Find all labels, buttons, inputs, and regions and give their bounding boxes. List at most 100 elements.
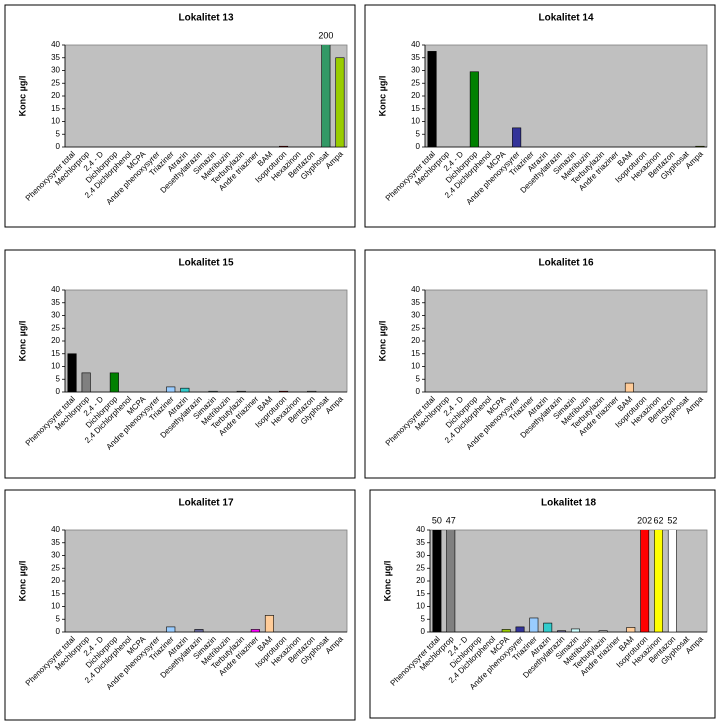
- y-axis-label: Konc µg/l: [17, 561, 27, 602]
- y-tick-label: 20: [51, 91, 60, 100]
- bar: [194, 629, 204, 632]
- y-tick-label: 35: [51, 538, 60, 547]
- bar: [512, 127, 522, 147]
- y-tick-label: 15: [416, 589, 425, 598]
- bar: [667, 530, 677, 632]
- bar: [469, 71, 479, 147]
- y-axis-label: Konc µg/l: [17, 321, 27, 362]
- y-tick-label: 0: [56, 387, 61, 396]
- y-tick-label: 25: [51, 78, 60, 87]
- y-tick-label: 30: [416, 551, 425, 560]
- y-tick-label: 30: [51, 66, 60, 75]
- bar: [626, 627, 636, 632]
- chart-title: Lokalitet 18: [541, 498, 596, 509]
- bar: [109, 372, 119, 392]
- value-label: 47: [446, 515, 456, 525]
- value-label: 50: [432, 515, 442, 525]
- bar: [598, 630, 608, 632]
- bar: [180, 387, 190, 392]
- y-tick-label: 40: [416, 525, 425, 534]
- y-tick-label: 0: [416, 142, 421, 151]
- chart-title: Lokalitet 15: [178, 258, 233, 269]
- y-tick-label: 5: [416, 129, 421, 138]
- plot-area: [64, 44, 348, 148]
- bars: [624, 382, 634, 392]
- bar: [640, 530, 650, 632]
- value-label: 200: [318, 30, 333, 40]
- y-tick-label: 35: [51, 53, 60, 62]
- bar: [166, 386, 176, 392]
- bar: [515, 626, 525, 632]
- y-tick-label: 0: [416, 387, 421, 396]
- y-tick-label: 20: [51, 576, 60, 585]
- y-axis-label: Konc µg/l: [382, 561, 392, 602]
- plot-area: [429, 529, 708, 633]
- y-tick-label: 10: [411, 117, 420, 126]
- y-tick-label: 25: [51, 563, 60, 572]
- y-tick-label: 35: [411, 53, 420, 62]
- value-label: 202: [637, 515, 652, 525]
- bar: [67, 353, 77, 392]
- y-tick-label: 0: [56, 142, 61, 151]
- y-tick-label: 30: [51, 311, 60, 320]
- y-tick-label: 40: [51, 40, 60, 49]
- y-tick-label: 40: [411, 285, 420, 294]
- bar: [321, 45, 331, 147]
- y-tick-label: 35: [416, 538, 425, 547]
- y-tick-label: 40: [51, 285, 60, 294]
- y-tick-label: 5: [416, 374, 421, 383]
- value-label: 52: [667, 515, 677, 525]
- bar: [501, 629, 511, 632]
- y-tick-label: 10: [51, 117, 60, 126]
- y-axis-label: Konc µg/l: [17, 76, 27, 117]
- bar: [208, 390, 218, 392]
- bars: [67, 353, 317, 392]
- plot-area: [64, 529, 348, 633]
- bars: [427, 51, 705, 147]
- y-tick-label: 20: [416, 576, 425, 585]
- bar: [570, 628, 580, 632]
- y-tick-label: 25: [416, 563, 425, 572]
- bar: [81, 372, 91, 392]
- bar: [624, 382, 634, 392]
- bars: [432, 530, 677, 632]
- y-tick-label: 10: [416, 602, 425, 611]
- y-tick-label: 15: [51, 349, 60, 358]
- chart-title: Lokalitet 14: [538, 13, 593, 24]
- y-axis-label: Konc µg/l: [377, 76, 387, 117]
- bar: [264, 615, 274, 632]
- y-tick-label: 15: [411, 349, 420, 358]
- y-tick-label: 10: [411, 362, 420, 371]
- y-tick-label: 10: [51, 602, 60, 611]
- bar: [279, 390, 289, 392]
- bars: [166, 615, 274, 632]
- y-tick-label: 5: [56, 374, 61, 383]
- y-tick-label: 25: [411, 323, 420, 332]
- y-tick-label: 30: [411, 311, 420, 320]
- y-tick-label: 30: [411, 66, 420, 75]
- bars: [279, 45, 345, 147]
- y-tick-label: 5: [421, 614, 426, 623]
- bar: [250, 629, 260, 632]
- value-label: 62: [654, 515, 664, 525]
- y-tick-label: 30: [51, 551, 60, 560]
- bar: [335, 57, 345, 147]
- y-tick-label: 20: [411, 336, 420, 345]
- y-tick-label: 5: [56, 614, 61, 623]
- y-tick-label: 20: [51, 336, 60, 345]
- y-tick-label: 5: [56, 129, 61, 138]
- plot-area: [64, 289, 348, 393]
- bar: [543, 622, 553, 632]
- bar: [529, 617, 539, 632]
- y-tick-label: 15: [411, 104, 420, 113]
- y-tick-label: 35: [411, 298, 420, 307]
- bar: [432, 530, 442, 632]
- bar: [557, 630, 567, 632]
- y-tick-label: 25: [51, 323, 60, 332]
